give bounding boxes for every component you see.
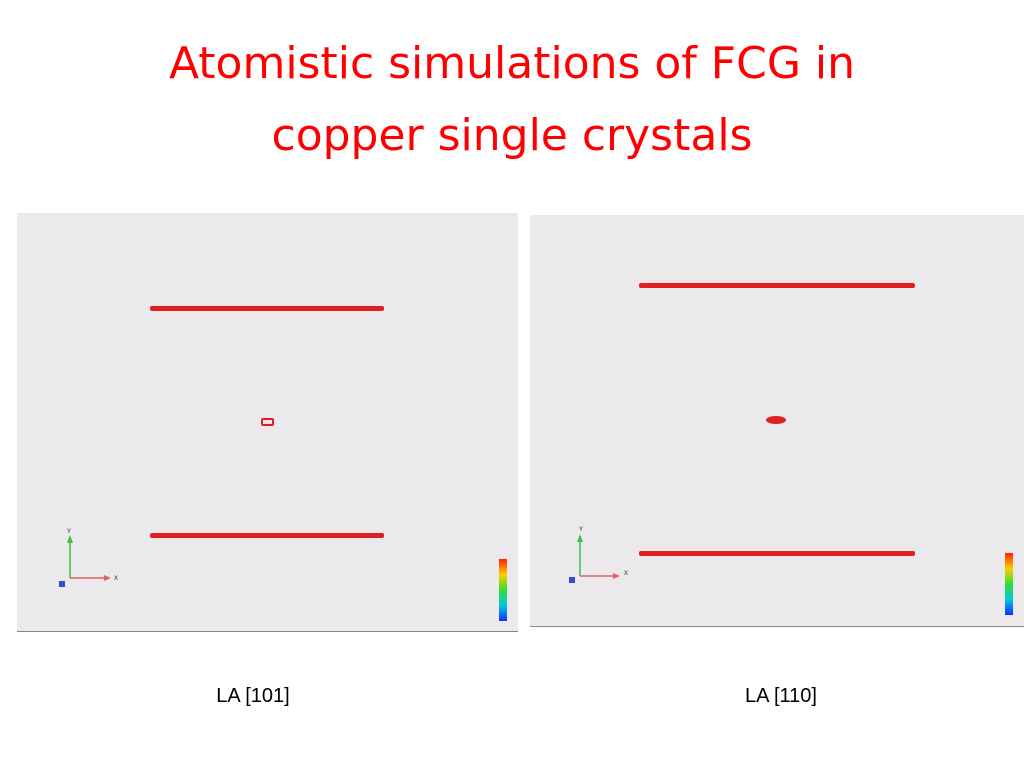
title-line: Atomistic simulations of FCG in xyxy=(169,38,855,89)
caption: LA [101] xyxy=(216,685,289,707)
axis-label: Y xyxy=(579,527,583,533)
simulation-image: Y X xyxy=(17,213,518,632)
axis-label: X xyxy=(114,576,118,582)
title-line: copper single crystals xyxy=(272,110,753,161)
axis-label: Y xyxy=(67,529,71,535)
simulation-image: Y X xyxy=(530,215,1024,627)
axis-label: X xyxy=(624,571,628,577)
caption: LA [110] xyxy=(745,685,817,707)
